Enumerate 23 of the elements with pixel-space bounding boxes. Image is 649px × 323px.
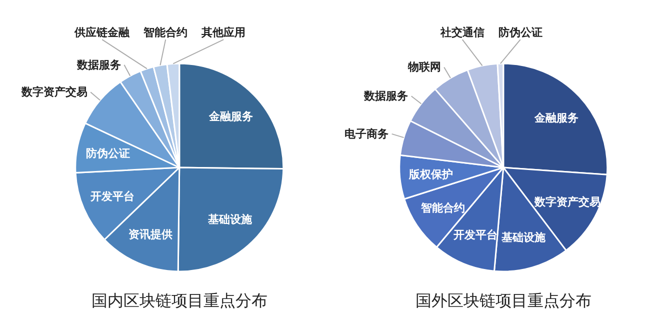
slice-label: 智能合约 <box>142 26 188 39</box>
slice-label: 防伪公证 <box>86 146 130 160</box>
slice-label: 开发平台 <box>90 190 135 203</box>
slice-label: 数字资产交易 <box>533 196 600 209</box>
slice-label: 基础设施 <box>207 213 254 226</box>
slice-label: 版权保护 <box>408 168 453 181</box>
slice-label: 社交通信 <box>439 26 484 39</box>
slice-label: 供应链金融 <box>74 26 131 39</box>
slice-label: 金融服务 <box>208 110 254 123</box>
slice-label: 数字资产交易 <box>20 86 88 99</box>
slice-label: 基础设施 <box>500 230 546 244</box>
slice-label: 电子商务 <box>344 127 389 140</box>
slice-label: 数据服务 <box>363 90 408 103</box>
slice-label: 数据服务 <box>76 58 122 72</box>
slice-label: 开发平台 <box>452 228 498 242</box>
text: 国外区块链项目重点分布 <box>415 291 592 310</box>
slice-label: 资讯提供 <box>128 228 172 241</box>
slice-label: 物联网 <box>406 60 441 74</box>
slice-label: 金融服务 <box>534 111 579 124</box>
slice-label: 智能合约 <box>420 202 465 215</box>
slice-label: 防伪公证 <box>498 26 542 39</box>
text: 国内区块链项目重点分布 <box>91 291 268 310</box>
slice-label: 其他应用 <box>200 26 246 39</box>
